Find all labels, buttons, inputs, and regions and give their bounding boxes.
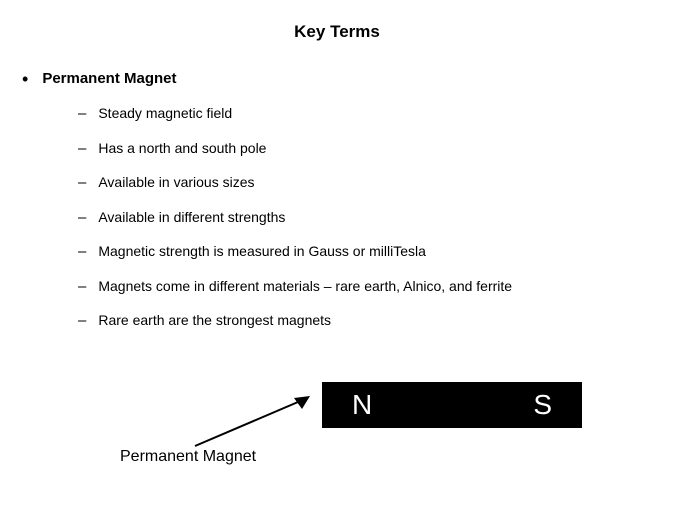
- dash-icon: –: [78, 104, 86, 124]
- list-item: – Magnetic strength is measured in Gauss…: [78, 242, 674, 262]
- dash-icon: –: [78, 311, 86, 331]
- page-title: Key Terms: [0, 0, 674, 70]
- term-label: Permanent Magnet: [42, 70, 176, 87]
- dash-icon: –: [78, 277, 86, 297]
- content-area: • Permanent Magnet – Steady magnetic fie…: [0, 70, 674, 331]
- bar-magnet: N S: [322, 382, 582, 428]
- dash-icon: –: [78, 173, 86, 193]
- list-item: – Has a north and south pole: [78, 139, 674, 159]
- list-item: – Rare earth are the strongest magnets: [78, 311, 674, 331]
- term-row: • Permanent Magnet: [22, 70, 674, 88]
- dash-icon: –: [78, 208, 86, 228]
- sub-item-text: Magnetic strength is measured in Gauss o…: [98, 242, 426, 260]
- sub-item-text: Rare earth are the strongest magnets: [98, 311, 331, 329]
- arrow-icon: [190, 391, 320, 451]
- sub-item-text: Magnets come in different materials – ra…: [98, 277, 512, 295]
- list-item: – Available in various sizes: [78, 173, 674, 193]
- north-pole-label: N: [352, 389, 372, 421]
- diagram-caption: Permanent Magnet: [120, 448, 256, 466]
- list-item: – Steady magnetic field: [78, 104, 674, 124]
- list-item: – Available in different strengths: [78, 208, 674, 228]
- sub-item-text: Available in different strengths: [98, 208, 285, 226]
- dash-icon: –: [78, 242, 86, 262]
- list-item: – Magnets come in different materials – …: [78, 277, 674, 297]
- magnet-diagram: N S Permanent Magnet: [0, 376, 674, 486]
- sub-item-text: Has a north and south pole: [98, 139, 266, 157]
- dash-icon: –: [78, 139, 86, 159]
- south-pole-label: S: [533, 389, 552, 421]
- sub-item-text: Steady magnetic field: [98, 104, 232, 122]
- sub-item-text: Available in various sizes: [98, 173, 254, 191]
- bullet-dot: •: [22, 70, 28, 88]
- sub-list: – Steady magnetic field – Has a north an…: [22, 104, 674, 331]
